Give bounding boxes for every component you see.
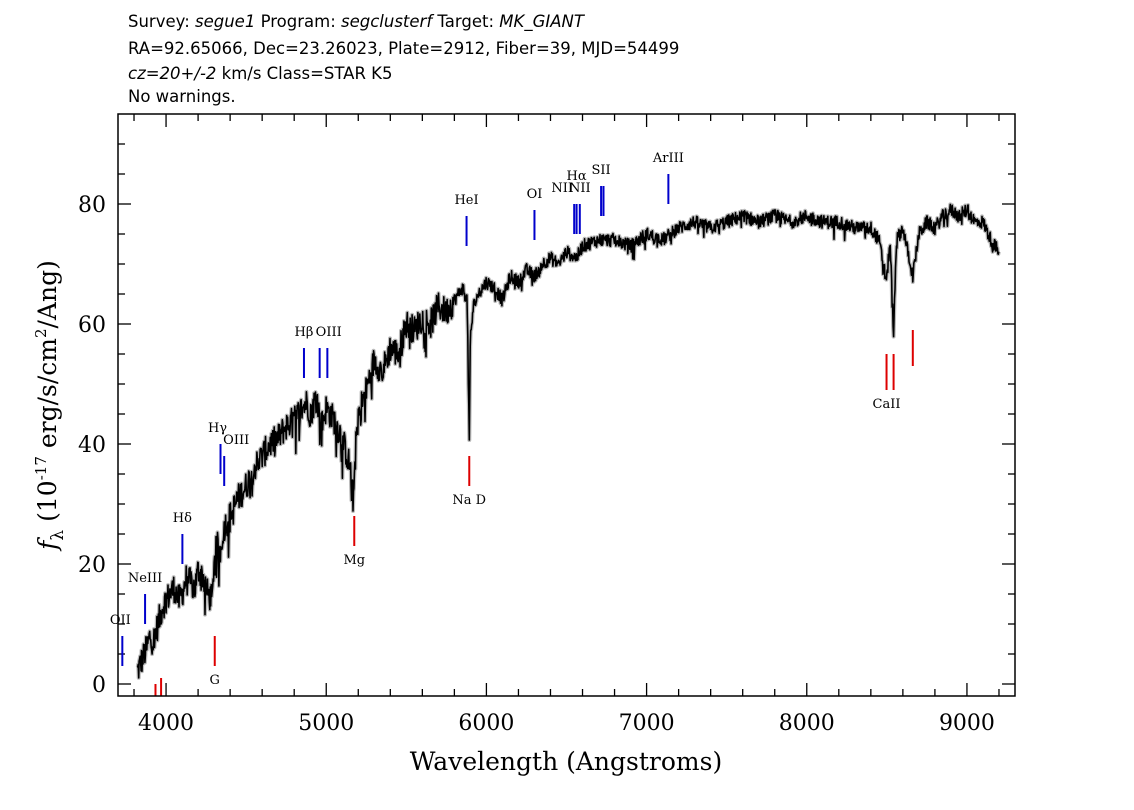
chart-header: Survey: segue1 Program: segclusterf Targ…	[128, 12, 679, 106]
emission-line-label: Hγ	[208, 421, 227, 436]
axis-ticks	[118, 114, 1015, 696]
y-axis-title-part: 2	[32, 328, 50, 338]
y-axis-title-part: erg/s/cm	[33, 338, 62, 456]
emission-line-label: HeI	[454, 193, 478, 208]
emission-line-label: Hδ	[173, 511, 192, 526]
emission-line-label: ArIII	[652, 151, 684, 166]
x-tick-label: 4000	[138, 711, 194, 736]
header-run: segue1	[195, 12, 255, 31]
y-axis-title-part: λ	[48, 530, 68, 541]
header-run: MK_GIANT	[499, 12, 586, 32]
y-tick-label: 60	[78, 313, 106, 338]
x-axis-title: Wavelength (Angstroms)	[410, 747, 722, 776]
y-axis-title-part: f	[33, 537, 62, 552]
header-line-redshift: cz=20+/-2 km/s Class=STAR K5	[128, 64, 393, 83]
absorption-line-label: G	[210, 673, 220, 688]
y-axis-title-part: /Ang)	[33, 260, 62, 328]
header-line-survey: Survey: segue1 Program: segclusterf Targ…	[128, 12, 586, 32]
header-run: Program:	[255, 12, 341, 31]
emission-line-label: OIII	[223, 433, 249, 448]
header-run: Target:	[432, 12, 499, 31]
y-tick-label: 0	[92, 673, 106, 698]
y-axis-title: fλ (10-17 erg/s/cm2/Ang)	[32, 260, 68, 552]
x-tick-label: 5000	[298, 711, 354, 736]
y-tick-label: 20	[78, 553, 106, 578]
emission-line-label: OI	[527, 187, 543, 202]
y-axis-title-part: -17	[32, 456, 50, 480]
emission-line-label: Hβ	[295, 325, 314, 340]
emission-line-label: NII	[551, 181, 573, 196]
y-tick-label: 40	[78, 433, 106, 458]
x-tick-label: 9000	[939, 711, 995, 736]
header-run: segclusterf	[341, 12, 434, 31]
emission-line-label: Hα	[567, 169, 587, 184]
header-run: km/s Class=STAR K5	[216, 64, 392, 83]
emission-line-label: NII	[569, 181, 591, 196]
emission-line-label: OII	[110, 613, 131, 628]
absorption-line-label: Mg	[343, 553, 365, 568]
y-tick-label: 80	[78, 193, 106, 218]
plot-frame	[117, 113, 1016, 697]
y-axis-title-part: (10	[33, 480, 62, 530]
spectrum-error-band	[135, 202, 1001, 680]
axis-tick-labels: 4000 5000 6000 7000 8000 9000 0 20 40 60 80	[78, 193, 995, 736]
absorption-line-label: CaII	[873, 397, 901, 412]
absorption-line-label: Na D	[452, 493, 486, 508]
spectrum-line	[136, 203, 1000, 679]
header-run: cz=20+/-2	[128, 64, 216, 83]
x-tick-label: 8000	[779, 711, 835, 736]
emission-line-label: SII	[592, 163, 611, 178]
header-line-warnings: No warnings.	[128, 87, 236, 106]
x-tick-label: 7000	[619, 711, 675, 736]
emission-line-label: OIII	[316, 325, 342, 340]
emission-line-label: NeIII	[128, 571, 162, 586]
x-tick-label: 6000	[458, 711, 514, 736]
header-line-coordinates: RA=92.65066, Dec=23.26023, Plate=2912, F…	[128, 39, 679, 58]
header-run: Survey:	[128, 12, 195, 31]
series-layer	[135, 202, 1001, 680]
